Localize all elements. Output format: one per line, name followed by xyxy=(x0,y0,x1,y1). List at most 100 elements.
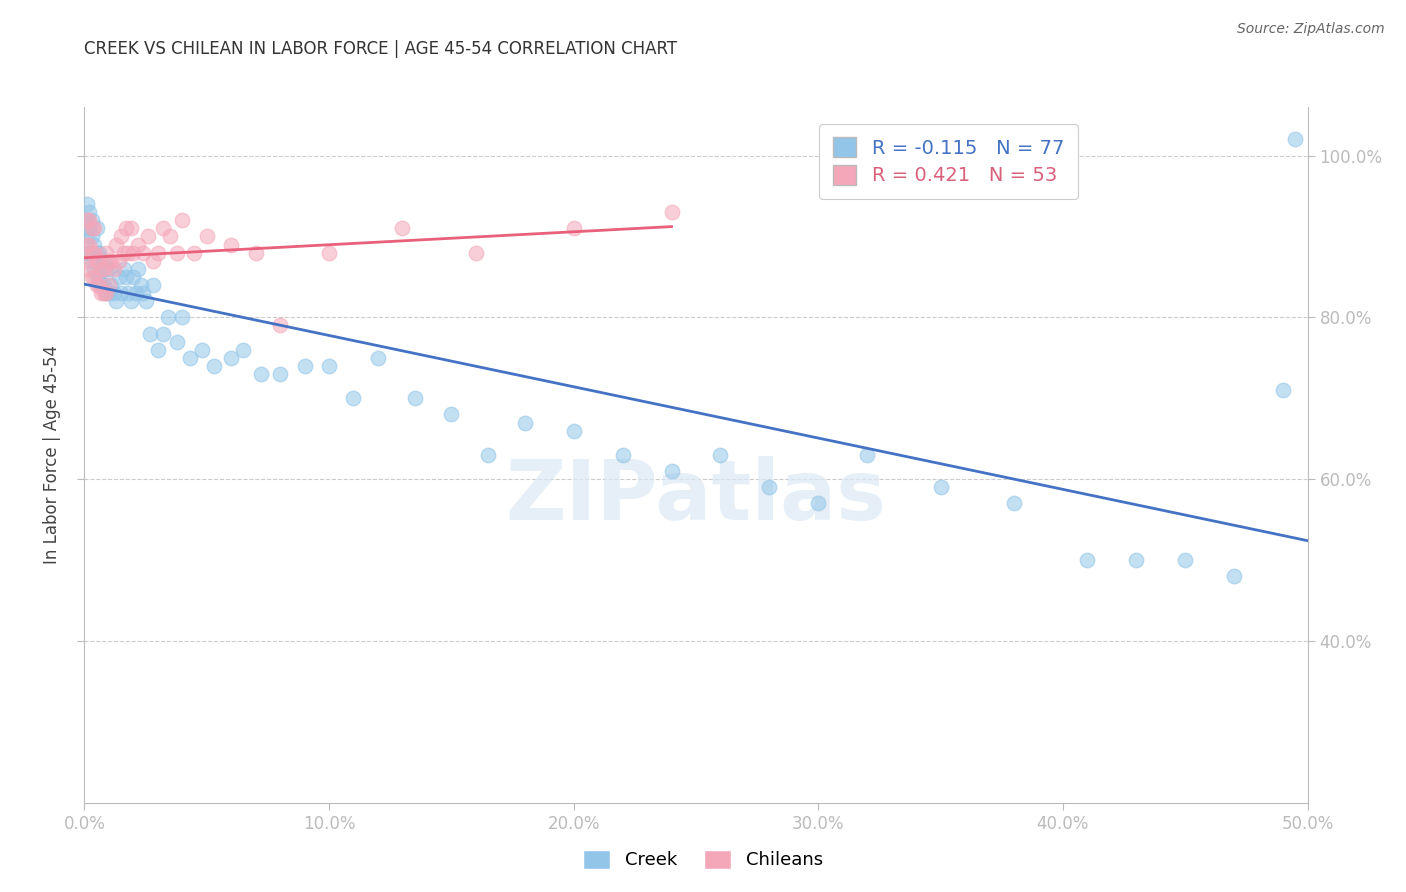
Point xyxy=(342,392,364,406)
Point xyxy=(404,392,426,406)
Point xyxy=(105,294,128,309)
Point xyxy=(90,253,112,268)
Point xyxy=(1272,383,1295,397)
Point xyxy=(97,253,120,268)
Point xyxy=(80,221,103,235)
Point xyxy=(77,245,100,260)
Point xyxy=(76,237,98,252)
Point xyxy=(76,245,98,260)
Point xyxy=(612,448,634,462)
Point xyxy=(166,245,188,260)
Point xyxy=(96,286,118,301)
Point xyxy=(110,229,132,244)
Text: CREEK VS CHILEAN IN LABOR FORCE | AGE 45-54 CORRELATION CHART: CREEK VS CHILEAN IN LABOR FORCE | AGE 45… xyxy=(84,40,678,58)
Point xyxy=(103,261,125,276)
Point xyxy=(77,221,100,235)
Point xyxy=(152,326,174,341)
Point xyxy=(562,221,585,235)
Point xyxy=(93,261,115,276)
Point xyxy=(107,253,129,268)
Point xyxy=(86,253,108,268)
Point xyxy=(219,237,242,252)
Point xyxy=(107,269,129,284)
Point xyxy=(86,221,108,235)
Point xyxy=(80,245,103,260)
Point xyxy=(856,448,879,462)
Point xyxy=(1223,569,1246,583)
Point xyxy=(76,213,98,227)
Point xyxy=(191,343,214,357)
Point xyxy=(87,278,110,293)
Point xyxy=(125,286,148,301)
Point xyxy=(100,253,122,268)
Point xyxy=(86,269,108,284)
Point xyxy=(807,496,830,510)
Point xyxy=(90,286,112,301)
Point xyxy=(661,205,683,219)
Point xyxy=(1284,132,1306,146)
Point xyxy=(513,416,536,430)
Point xyxy=(76,213,98,227)
Point xyxy=(562,424,585,438)
Point xyxy=(245,245,267,260)
Point xyxy=(83,221,105,235)
Point xyxy=(127,237,149,252)
Point xyxy=(100,278,122,293)
Point xyxy=(139,326,162,341)
Point xyxy=(83,237,105,252)
Point xyxy=(294,359,316,373)
Point xyxy=(129,278,152,293)
Point xyxy=(103,286,125,301)
Point xyxy=(318,359,340,373)
Point xyxy=(146,245,169,260)
Point xyxy=(929,480,952,494)
Point xyxy=(77,213,100,227)
Point xyxy=(97,261,120,276)
Point xyxy=(83,269,105,284)
Point xyxy=(80,229,103,244)
Point xyxy=(219,351,242,365)
Point xyxy=(172,213,194,227)
Point xyxy=(146,343,169,357)
Point xyxy=(87,253,110,268)
Point xyxy=(115,221,138,235)
Point xyxy=(80,253,103,268)
Point xyxy=(159,229,181,244)
Point xyxy=(183,245,205,260)
Point xyxy=(367,351,389,365)
Point xyxy=(115,269,138,284)
Point xyxy=(152,221,174,235)
Point xyxy=(77,237,100,252)
Point xyxy=(93,278,115,293)
Point xyxy=(97,286,120,301)
Point xyxy=(1174,553,1197,567)
Point xyxy=(87,269,110,284)
Point xyxy=(391,221,413,235)
Point xyxy=(80,269,103,284)
Point xyxy=(269,318,291,333)
Point xyxy=(77,205,100,219)
Point xyxy=(269,367,291,381)
Point xyxy=(132,286,155,301)
Point xyxy=(477,448,499,462)
Point xyxy=(93,253,115,268)
Point xyxy=(87,245,110,260)
Point xyxy=(156,310,179,325)
Point xyxy=(142,253,165,268)
Text: ZIPatlas: ZIPatlas xyxy=(506,456,886,537)
Point xyxy=(120,221,142,235)
Point xyxy=(440,408,463,422)
Point xyxy=(122,245,145,260)
Legend: R = -0.115   N = 77, R = 0.421   N = 53: R = -0.115 N = 77, R = 0.421 N = 53 xyxy=(820,124,1077,199)
Point xyxy=(232,343,254,357)
Point xyxy=(172,310,194,325)
Point xyxy=(142,278,165,293)
Point xyxy=(90,261,112,276)
Point xyxy=(96,261,118,276)
Point xyxy=(77,261,100,276)
Point xyxy=(76,253,98,268)
Point xyxy=(195,229,218,244)
Point xyxy=(105,237,128,252)
Point xyxy=(90,278,112,293)
Point xyxy=(166,334,188,349)
